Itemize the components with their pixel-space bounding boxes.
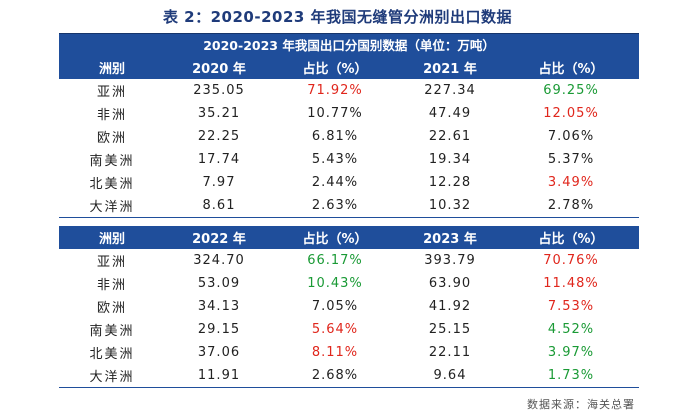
table-row: 北美洲 7.97 2.44% 12.28 3.49% <box>59 171 639 194</box>
value-cell: 10.32 <box>397 193 503 218</box>
header-share-2021: 占比（%） <box>503 55 640 79</box>
table-row: 南美洲 29.15 5.64% 25.15 4.52% <box>59 318 639 341</box>
share-cell: 10.77% <box>307 105 363 121</box>
table-row: 亚洲 324.70 66.17% 393.79 70.76% <box>59 249 639 272</box>
table-row: 欧洲 22.25 6.81% 22.61 7.06% <box>59 125 639 148</box>
share-cell: 8.11% <box>311 345 359 360</box>
value-cell: 29.15 <box>197 322 241 337</box>
share-cell: 2.63% <box>273 193 397 218</box>
value-cell: 17.74 <box>197 151 241 167</box>
export-table-2020-2021: 2020-2023 年我国出口分国别数据（单位：万吨） 洲别 2020 年 占比… <box>59 33 640 218</box>
data-source-note: 数据来源：海关总署 <box>527 398 635 411</box>
share-cell: 3.49% <box>547 174 595 190</box>
region-cell: 亚洲 <box>96 255 127 270</box>
header-region: 洲别 <box>59 226 165 249</box>
table-row: 非洲 53.09 10.43% 63.90 11.48% <box>59 272 639 295</box>
share-cell: 7.06% <box>547 128 595 144</box>
table-header-row: 洲别 2022 年 占比（%） 2023 年 占比（%） <box>59 226 639 249</box>
share-cell: 2.44% <box>311 174 359 190</box>
table-row: 北美洲 37.06 8.11% 22.11 3.97% <box>59 341 639 364</box>
region-cell: 大洋洲 <box>59 193 165 218</box>
value-cell: 8.61 <box>165 193 273 218</box>
value-cell: 12.28 <box>428 174 472 190</box>
header-share-2020: 占比（%） <box>273 55 397 79</box>
region-cell: 亚洲 <box>96 84 127 100</box>
value-cell: 37.06 <box>197 345 241 360</box>
share-cell: 6.81% <box>311 128 359 144</box>
region-cell: 欧洲 <box>96 301 127 316</box>
share-cell: 1.73% <box>503 364 639 388</box>
value-cell: 9.64 <box>397 364 503 388</box>
value-cell: 324.70 <box>193 253 245 268</box>
value-cell: 227.34 <box>424 82 476 98</box>
header-share-2022: 占比（%） <box>273 226 397 249</box>
value-cell: 7.97 <box>202 174 236 190</box>
value-cell: 34.13 <box>197 299 241 314</box>
value-cell: 393.79 <box>424 253 476 268</box>
header-year-2023: 2023 年 <box>397 226 503 249</box>
value-cell: 47.49 <box>428 105 472 121</box>
share-cell: 69.25% <box>543 82 599 98</box>
share-cell: 7.05% <box>311 299 359 314</box>
share-cell: 7.53% <box>547 299 595 314</box>
header-share-2023: 占比（%） <box>503 226 639 249</box>
table-row: 亚洲 235.05 71.92% 227.34 69.25% <box>59 79 639 102</box>
share-cell: 70.76% <box>543 253 599 268</box>
table-row: 大洋洲 8.61 2.63% 10.32 2.78% <box>59 193 640 218</box>
share-cell: 5.64% <box>311 322 359 337</box>
document-title: 表 2：2020-2023 年我国无缝管分洲别出口数据 <box>162 8 513 26</box>
share-cell: 11.48% <box>543 276 599 291</box>
region-cell: 非洲 <box>96 107 127 123</box>
header-year-2022: 2022 年 <box>165 226 273 249</box>
value-cell: 41.92 <box>428 299 472 314</box>
table-row: 非洲 35.21 10.77% 47.49 12.05% <box>59 102 639 125</box>
share-cell: 2.68% <box>273 364 397 388</box>
share-cell: 71.92% <box>307 82 363 98</box>
share-cell: 5.37% <box>547 151 595 167</box>
value-cell: 53.09 <box>197 276 241 291</box>
share-cell: 10.43% <box>307 276 363 291</box>
region-cell: 北美洲 <box>89 347 135 362</box>
region-cell: 非洲 <box>96 278 127 293</box>
value-cell: 63.90 <box>428 276 472 291</box>
table-body-2022-2023: 亚洲 324.70 66.17% 393.79 70.76% 非洲 53.09 10.43% 6… <box>59 249 639 388</box>
share-cell: 2.78% <box>503 193 640 218</box>
region-cell: 北美洲 <box>89 176 135 192</box>
share-cell: 66.17% <box>307 253 363 268</box>
header-region: 洲别 <box>59 55 165 79</box>
header-year-2021: 2021 年 <box>397 55 503 79</box>
table-banner: 2020-2023 年我国出口分国别数据（单位：万吨） <box>203 38 495 54</box>
region-cell: 南美洲 <box>89 153 135 169</box>
value-cell: 22.11 <box>428 345 472 360</box>
region-cell: 南美洲 <box>89 324 135 339</box>
value-cell: 235.05 <box>193 82 245 98</box>
share-cell: 5.43% <box>311 151 359 167</box>
table-banner-row: 2020-2023 年我国出口分国别数据（单位：万吨） <box>59 33 640 56</box>
value-cell: 35.21 <box>197 105 241 121</box>
table-body-2020-2021: 亚洲 235.05 71.92% 227.34 69.25% 非洲 35.21 10.77% 4… <box>59 79 640 218</box>
region-cell: 欧洲 <box>96 130 127 146</box>
value-cell: 11.91 <box>165 364 273 388</box>
table-row: 大洋洲 11.91 2.68% 9.64 1.73% <box>59 364 639 388</box>
value-cell: 22.61 <box>428 128 472 144</box>
value-cell: 25.15 <box>428 322 472 337</box>
share-cell: 4.52% <box>547 322 595 337</box>
region-cell: 大洋洲 <box>59 364 165 388</box>
share-cell: 12.05% <box>543 105 599 121</box>
table-row: 欧洲 34.13 7.05% 41.92 7.53% <box>59 295 639 318</box>
value-cell: 22.25 <box>197 128 241 144</box>
value-cell: 19.34 <box>428 151 472 167</box>
table-row: 南美洲 17.74 5.43% 19.34 5.37% <box>59 148 639 171</box>
header-year-2020: 2020 年 <box>165 55 273 79</box>
share-cell: 3.97% <box>547 345 595 360</box>
table-header-row: 洲别 2020 年 占比（%） 2021 年 占比（%） <box>59 55 640 79</box>
export-table-2022-2023: 洲别 2022 年 占比（%） 2023 年 占比（%） 亚洲 324.70 66.… <box>59 226 639 388</box>
